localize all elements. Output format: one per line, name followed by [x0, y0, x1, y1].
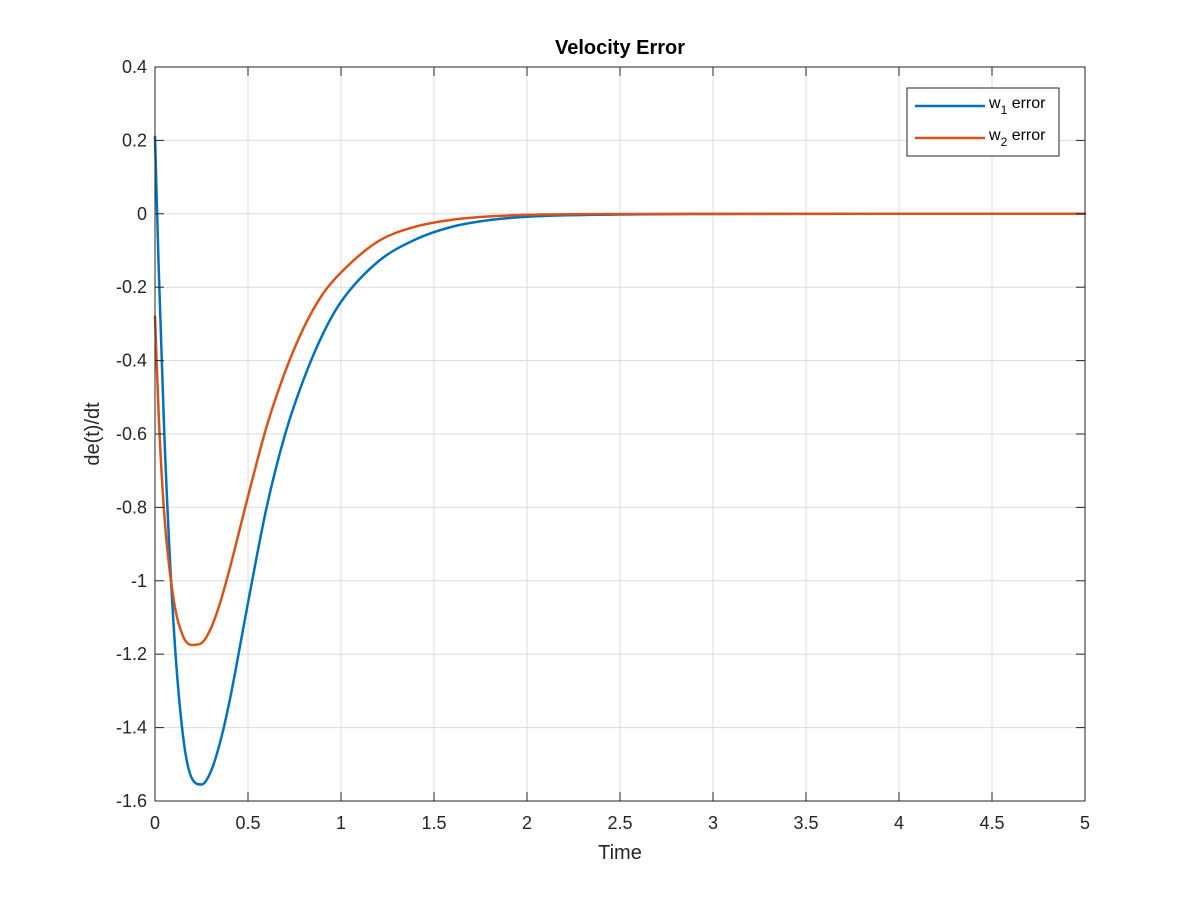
x-tick-label: 2.5: [607, 813, 632, 833]
y-tick-label: 0.4: [122, 57, 147, 77]
series-lines: [153, 135, 1087, 786]
legend-label-2: w2 error: [988, 127, 1046, 149]
y-tick-label: -1.4: [116, 718, 147, 738]
x-tick-label: 2: [522, 813, 532, 833]
y-tick-label: -0.2: [116, 277, 147, 297]
chart-title: Velocity Error: [555, 37, 685, 59]
x-tick-label: 0: [150, 813, 160, 833]
x-tick-label: 4: [894, 813, 904, 833]
series-line-2: [153, 212, 1087, 647]
y-axis-label: de(t)/dt: [82, 402, 104, 466]
tick-labels: 0 0.5 1 1.5 2 2.5 3 3.5 4 4.5 5 -1.6 -1.4 -1.2 -1 -0.8 -…: [116, 57, 1090, 833]
legend: w1 error w2 error: [906, 87, 1060, 157]
legend-box: [906, 87, 1060, 157]
y-tick-label: -1.6: [116, 791, 147, 811]
x-tick-label: 3: [708, 813, 718, 833]
x-tick-label: 0.5: [235, 813, 260, 833]
x-tick-label: 1: [336, 813, 346, 833]
x-tick-label: 3.5: [793, 813, 818, 833]
y-tick-label: -1: [131, 571, 147, 591]
y-tick-label: 0: [137, 204, 147, 224]
y-tick-label: -1.2: [116, 644, 147, 664]
x-tick-label: 5: [1080, 813, 1090, 833]
y-tick-label: -0.4: [116, 351, 147, 371]
y-tick-label: -0.6: [116, 424, 147, 444]
legend-label-1: w1 error: [988, 95, 1046, 117]
axes: [154, 66, 1086, 802]
y-tick-label: -0.8: [116, 497, 147, 517]
x-tick-label: 4.5: [979, 813, 1004, 833]
x-axis-label: Time: [598, 842, 642, 864]
y-tick-label: 0.2: [122, 130, 147, 150]
axis-box: [154, 66, 1086, 802]
x-tick-label: 1.5: [421, 813, 446, 833]
